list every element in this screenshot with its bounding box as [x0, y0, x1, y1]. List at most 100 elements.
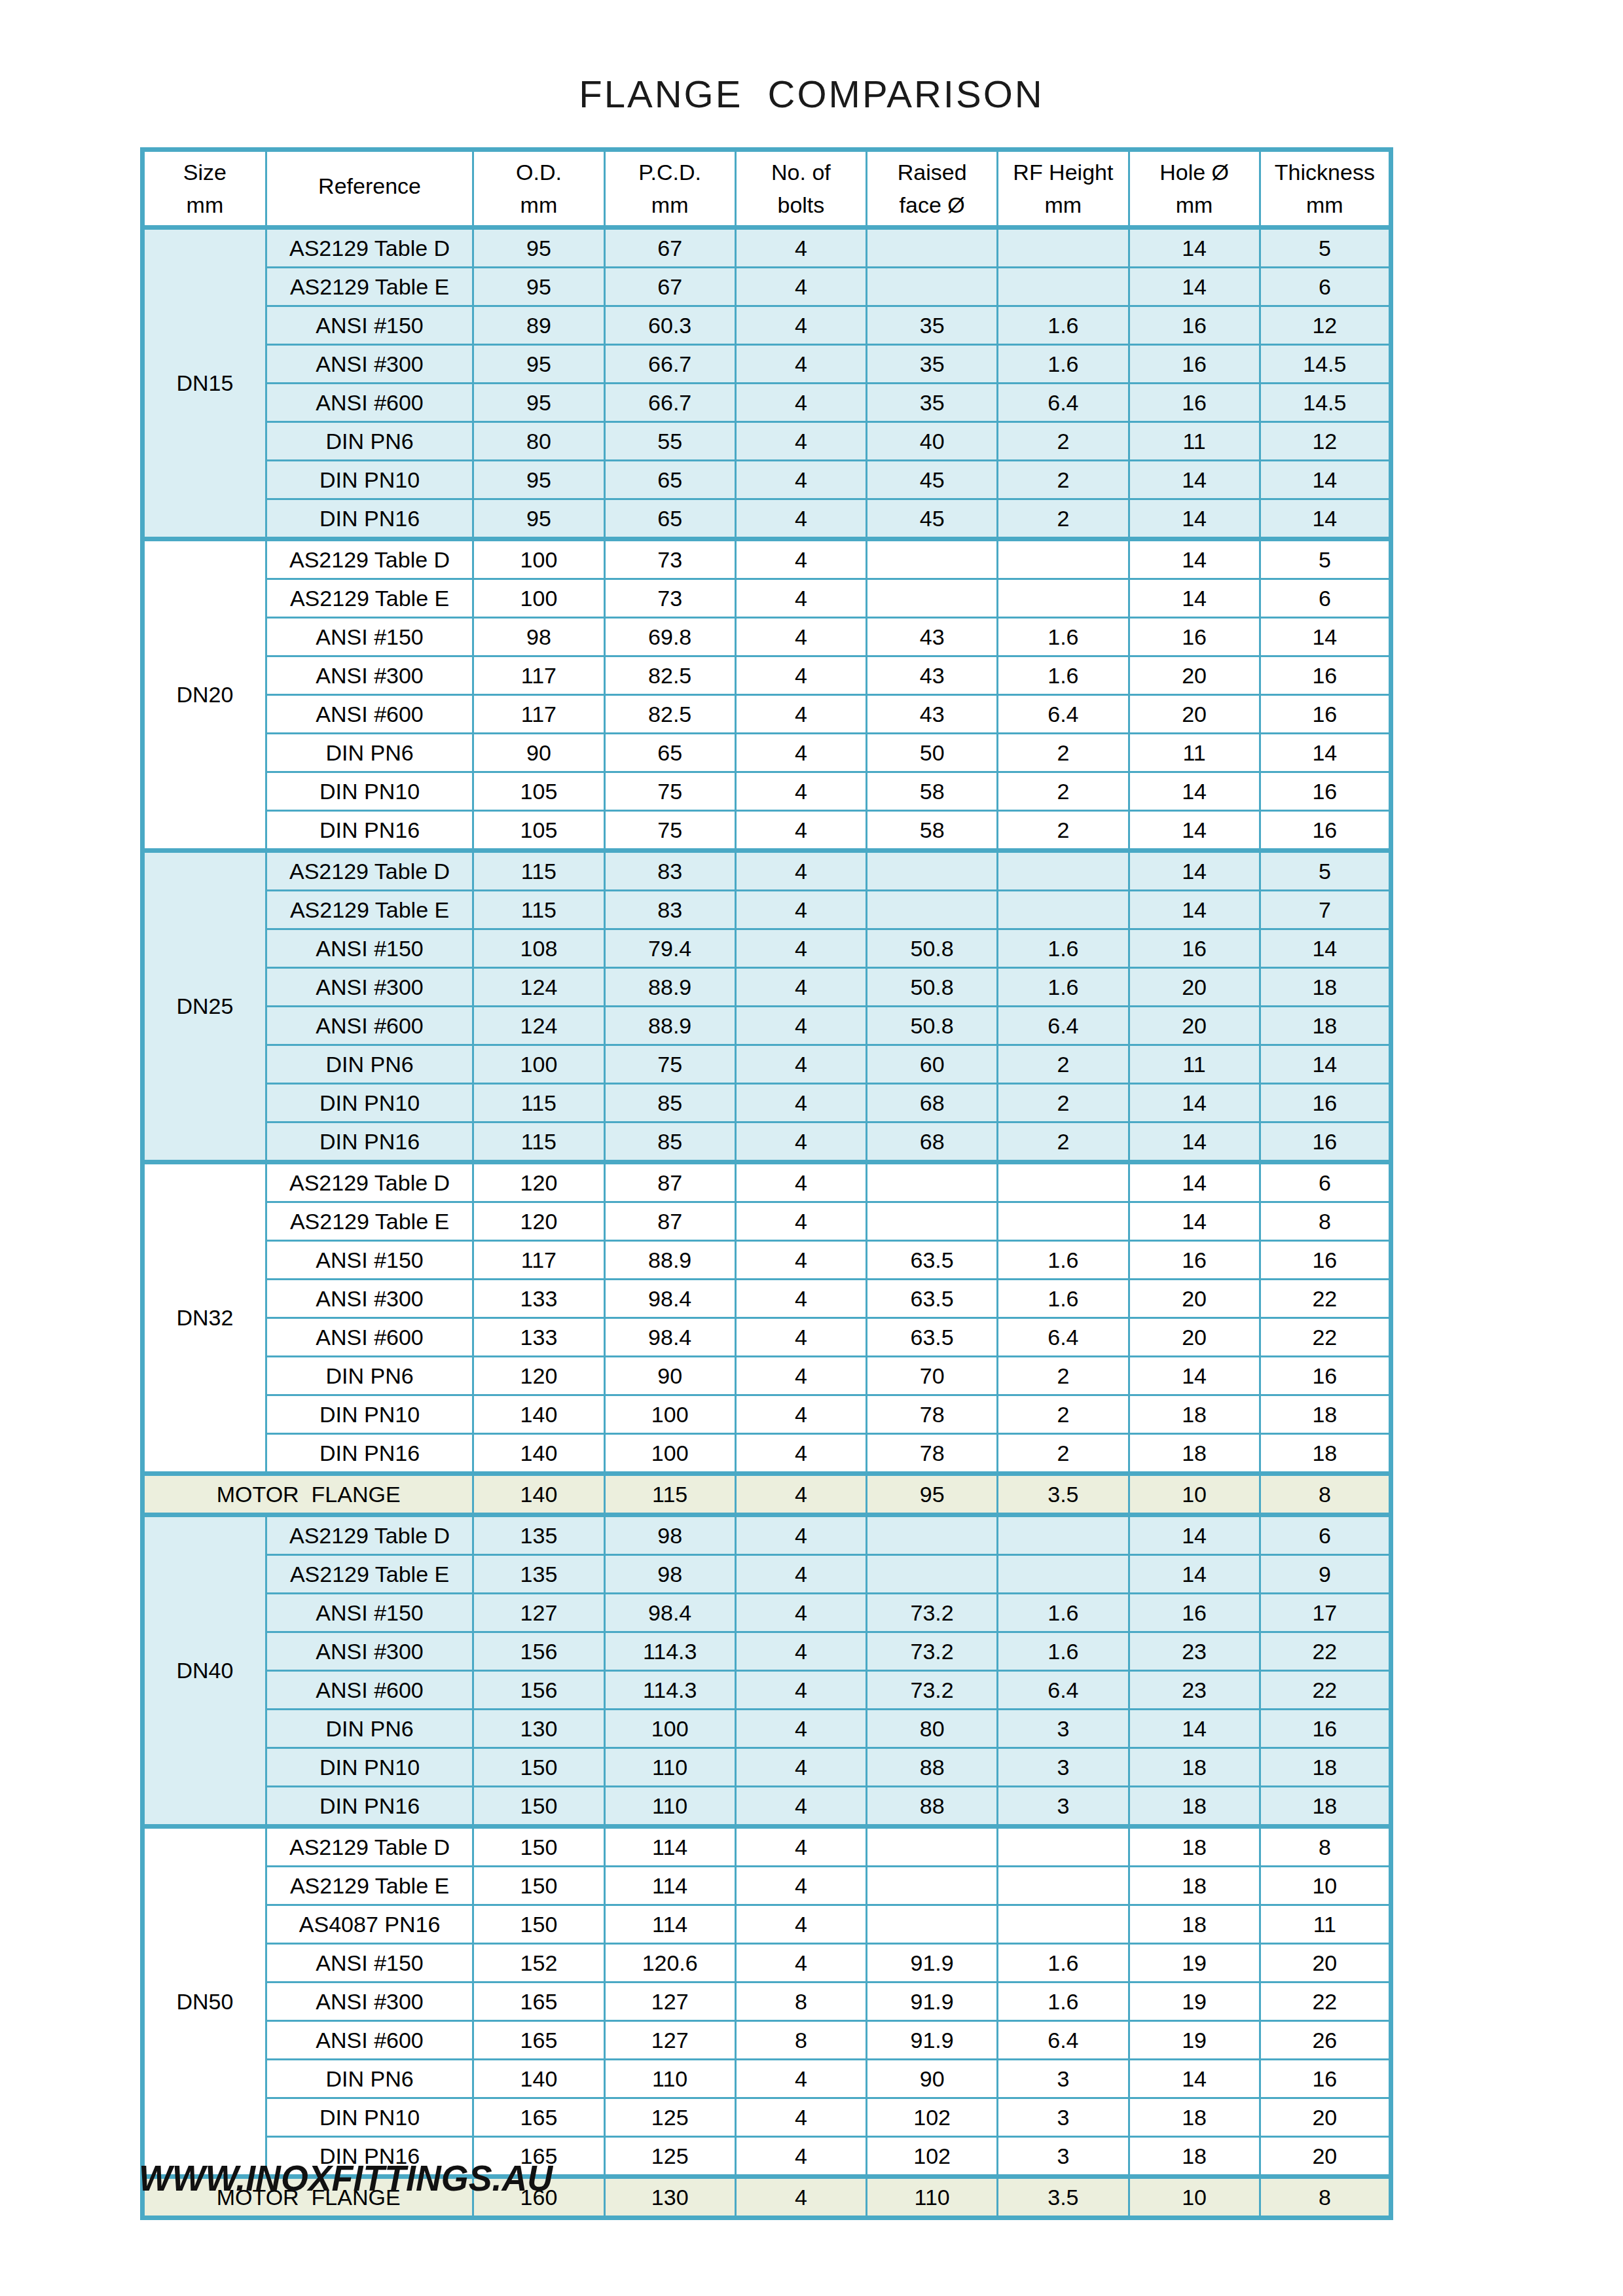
pcd-cell: 67 [604, 228, 735, 268]
hole-dia-cell: 18 [1129, 1748, 1260, 1787]
bolts-cell: 4 [735, 1122, 866, 1162]
hole-dia-cell: 14 [1129, 1555, 1260, 1594]
od-cell: 165 [473, 1982, 604, 2021]
hole-dia-cell: 11 [1129, 1045, 1260, 1084]
raised-face-cell: 68 [867, 1122, 998, 1162]
reference-cell: ANSI #150 [266, 1944, 473, 1982]
hole-dia-cell: 14 [1129, 1357, 1260, 1395]
column-header-6: RF Heightmm [998, 150, 1129, 228]
od-cell: 150 [473, 1787, 604, 1827]
reference-cell: DIN PN10 [266, 1395, 473, 1434]
od-cell: 108 [473, 929, 604, 968]
reference-cell: AS2129 Table E [266, 1555, 473, 1594]
reference-cell: AS2129 Table D [266, 1827, 473, 1867]
raised-face-cell: 68 [867, 1084, 998, 1122]
size-cell: DN25 [143, 851, 266, 1162]
thickness-cell: 8 [1260, 1474, 1391, 1515]
column-header-line1: Size [145, 158, 265, 187]
column-header-line2: mm [1261, 191, 1389, 219]
column-header-line1: RF Height [998, 158, 1127, 187]
table-row: AS2129 Table E95674146 [143, 268, 1391, 306]
column-header-line1: P.C.D. [606, 158, 735, 187]
od-cell: 117 [473, 1241, 604, 1280]
thickness-cell: 16 [1260, 2060, 1391, 2098]
od-cell: 140 [473, 1395, 604, 1434]
reference-cell: DIN PN6 [266, 1710, 473, 1748]
od-cell: 124 [473, 968, 604, 1007]
bolts-cell: 4 [735, 2177, 866, 2218]
reference-cell: DIN PN6 [266, 1045, 473, 1084]
pcd-cell: 85 [604, 1122, 735, 1162]
raised-face-cell: 80 [867, 1710, 998, 1748]
table-row: AS2129 Table E135984149 [143, 1555, 1391, 1594]
thickness-cell: 14 [1260, 461, 1391, 499]
reference-cell: ANSI #300 [266, 345, 473, 384]
od-cell: 133 [473, 1318, 604, 1357]
bolts-cell: 8 [735, 1982, 866, 2021]
table-row: DIN PN16956544521414 [143, 499, 1391, 539]
thickness-cell: 18 [1260, 1007, 1391, 1045]
reference-cell: ANSI #150 [266, 1241, 473, 1280]
rf-height-cell: 1.6 [998, 1982, 1129, 2021]
pcd-cell: 73 [604, 579, 735, 618]
thickness-cell: 6 [1260, 268, 1391, 306]
bolts-cell: 4 [735, 968, 866, 1007]
reference-cell: ANSI #150 [266, 618, 473, 656]
raised-face-cell [867, 228, 998, 268]
thickness-cell: 16 [1260, 656, 1391, 695]
table-row: ANSI #600156114.3473.26.42322 [143, 1671, 1391, 1710]
od-cell: 117 [473, 656, 604, 695]
thickness-cell: 14 [1260, 499, 1391, 539]
raised-face-cell [867, 268, 998, 306]
rf-height-cell: 1.6 [998, 618, 1129, 656]
pcd-cell: 55 [604, 422, 735, 461]
hole-dia-cell: 20 [1129, 1007, 1260, 1045]
raised-face-cell [867, 539, 998, 579]
pcd-cell: 79.4 [604, 929, 735, 968]
od-cell: 130 [473, 1710, 604, 1748]
pcd-cell: 100 [604, 1434, 735, 1474]
hole-dia-cell: 18 [1129, 2098, 1260, 2137]
raised-face-cell: 43 [867, 618, 998, 656]
thickness-cell: 22 [1260, 1982, 1391, 2021]
pcd-cell: 125 [604, 2137, 735, 2177]
pcd-cell: 90 [604, 1357, 735, 1395]
bolts-cell: 4 [735, 1280, 866, 1318]
rf-height-cell [998, 268, 1129, 306]
bolts-cell: 4 [735, 2137, 866, 2177]
od-cell: 120 [473, 1162, 604, 1202]
hole-dia-cell: 20 [1129, 968, 1260, 1007]
pcd-cell: 114 [604, 1827, 735, 1867]
table-row: DN40AS2129 Table D135984146 [143, 1515, 1391, 1555]
rf-height-cell: 1.6 [998, 1594, 1129, 1632]
raised-face-cell: 43 [867, 695, 998, 734]
od-cell: 150 [473, 1827, 604, 1867]
od-cell: 115 [473, 1084, 604, 1122]
thickness-cell: 8 [1260, 1202, 1391, 1241]
rf-height-cell: 6.4 [998, 384, 1129, 422]
reference-cell: ANSI #300 [266, 656, 473, 695]
table-row: DIN PN61209047021416 [143, 1357, 1391, 1395]
raised-face-cell: 50 [867, 734, 998, 772]
hole-dia-cell: 14 [1129, 891, 1260, 929]
pcd-cell: 110 [604, 2060, 735, 2098]
table-row: ANSI #30012488.9450.81.62018 [143, 968, 1391, 1007]
od-cell: 105 [473, 772, 604, 811]
raised-face-cell [867, 1202, 998, 1241]
hole-dia-cell: 18 [1129, 1905, 1260, 1944]
pcd-cell: 65 [604, 499, 735, 539]
rf-height-cell: 2 [998, 811, 1129, 851]
table-row: ANSI #60011782.54436.42016 [143, 695, 1391, 734]
od-cell: 95 [473, 461, 604, 499]
rf-height-cell: 3 [998, 1787, 1129, 1827]
bolts-cell: 4 [735, 695, 866, 734]
raised-face-cell: 88 [867, 1787, 998, 1827]
pcd-cell: 100 [604, 1710, 735, 1748]
thickness-cell: 16 [1260, 772, 1391, 811]
raised-face-cell: 35 [867, 345, 998, 384]
od-cell: 95 [473, 228, 604, 268]
column-header-line2: mm [1130, 191, 1259, 219]
rf-height-cell: 2 [998, 772, 1129, 811]
thickness-cell: 12 [1260, 422, 1391, 461]
thickness-cell: 20 [1260, 1944, 1391, 1982]
